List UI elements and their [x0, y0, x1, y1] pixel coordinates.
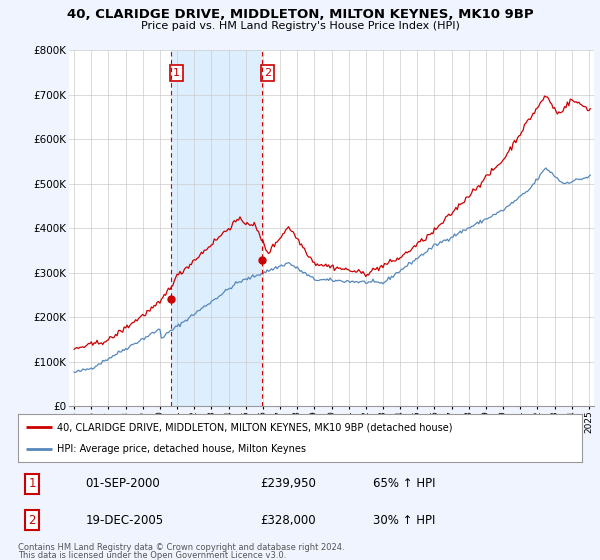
Text: 1: 1	[173, 68, 180, 78]
Text: 19-DEC-2005: 19-DEC-2005	[86, 514, 164, 527]
Text: 40, CLARIDGE DRIVE, MIDDLETON, MILTON KEYNES, MK10 9BP (detached house): 40, CLARIDGE DRIVE, MIDDLETON, MILTON KE…	[58, 422, 453, 432]
Text: Price paid vs. HM Land Registry's House Price Index (HPI): Price paid vs. HM Land Registry's House …	[140, 21, 460, 31]
Text: Contains HM Land Registry data © Crown copyright and database right 2024.: Contains HM Land Registry data © Crown c…	[18, 543, 344, 552]
Text: 01-SEP-2000: 01-SEP-2000	[86, 477, 160, 491]
Text: 40, CLARIDGE DRIVE, MIDDLETON, MILTON KEYNES, MK10 9BP: 40, CLARIDGE DRIVE, MIDDLETON, MILTON KE…	[67, 8, 533, 21]
Text: 2: 2	[28, 514, 36, 527]
Text: This data is licensed under the Open Government Licence v3.0.: This data is licensed under the Open Gov…	[18, 551, 286, 560]
Text: £239,950: £239,950	[260, 477, 316, 491]
Text: 1: 1	[28, 477, 36, 491]
Text: 2: 2	[264, 68, 271, 78]
Text: 65% ↑ HPI: 65% ↑ HPI	[373, 477, 436, 491]
Text: 30% ↑ HPI: 30% ↑ HPI	[373, 514, 436, 527]
Bar	[172, 50, 262, 406]
Text: £328,000: £328,000	[260, 514, 316, 527]
Text: HPI: Average price, detached house, Milton Keynes: HPI: Average price, detached house, Milt…	[58, 444, 307, 454]
